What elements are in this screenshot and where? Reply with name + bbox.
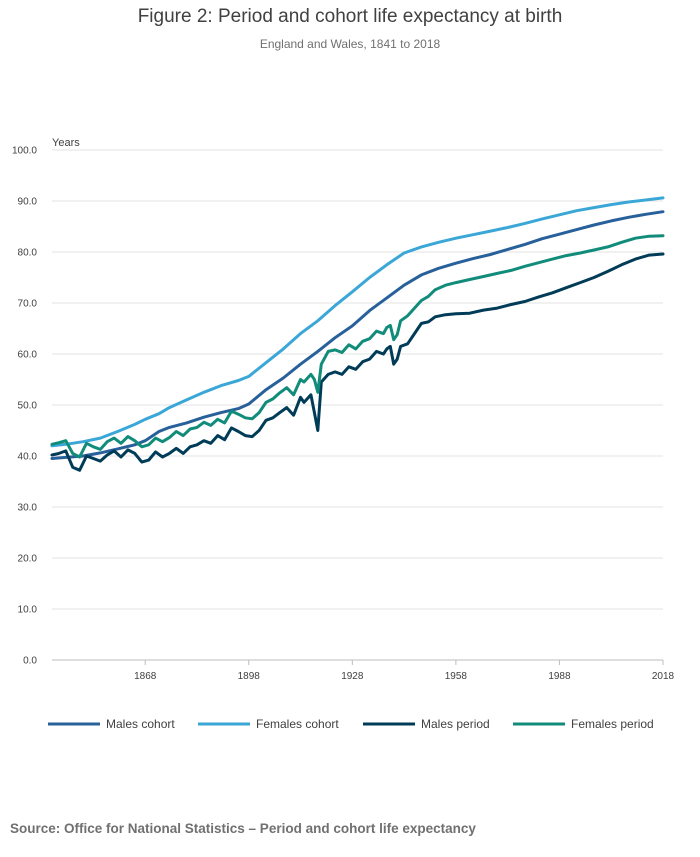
x-tick-label: 1868 [134, 671, 157, 682]
y-tick-label: 70.0 [18, 299, 38, 310]
series-lines [50, 196, 665, 472]
legend-item-females-period[interactable]: Females period [513, 717, 654, 731]
x-tick-label: 2018 [652, 671, 675, 682]
x-tick-label: 1988 [548, 671, 571, 682]
legend-label: Females period [571, 717, 654, 731]
y-tick-label: 0.0 [23, 656, 37, 667]
y-tick-label: 60.0 [18, 350, 38, 361]
y-tick-label: 50.0 [18, 401, 38, 412]
x-tick-label: 1958 [445, 671, 468, 682]
y-tick-label: 40.0 [18, 452, 38, 463]
legend-label: Females cohort [256, 717, 339, 731]
series-line-males-period [50, 252, 665, 472]
x-tick-label: 1898 [238, 671, 261, 682]
legend-item-males-period[interactable]: Males period [363, 717, 490, 731]
legend-item-females-cohort[interactable]: Females cohort [198, 717, 339, 731]
y-tick-label: 20.0 [18, 554, 38, 565]
gridlines [52, 149, 663, 661]
series-line-males-cohort [50, 210, 665, 460]
legend-label: Males cohort [106, 717, 175, 731]
line-chart: Years 0.0 10.0 20.0 30.0 40.0 50.0 60.0 70.0 80.… [12, 137, 675, 731]
legend-item-males-cohort[interactable]: Males cohort [48, 717, 175, 731]
y-tick-label: 10.0 [18, 605, 38, 616]
y-axis-label: Years [52, 137, 80, 149]
x-axis: 1868 1898 1928 1958 1988 2018 [134, 660, 675, 682]
y-tick-label: 80.0 [18, 248, 38, 259]
y-tick-label: 30.0 [18, 503, 38, 514]
chart-subtitle: England and Wales, 1841 to 2018 [259, 37, 441, 51]
legend-label: Males period [421, 717, 490, 731]
source-note: Source: Office for National Statistics –… [10, 821, 476, 836]
chart-title: Figure 2: Period and cohort life expecta… [137, 6, 563, 27]
series-line-females-period [50, 234, 665, 459]
y-tick-label: 90.0 [18, 197, 38, 208]
y-tick-label: 100.0 [12, 146, 37, 157]
x-tick-label: 1928 [341, 671, 364, 682]
y-axis: Years 0.0 10.0 20.0 30.0 40.0 50.0 60.0 70.0 80.… [12, 137, 80, 667]
series-line-females-cohort [50, 196, 665, 448]
legend: Males cohort Females cohort Males period Fe… [48, 717, 654, 731]
